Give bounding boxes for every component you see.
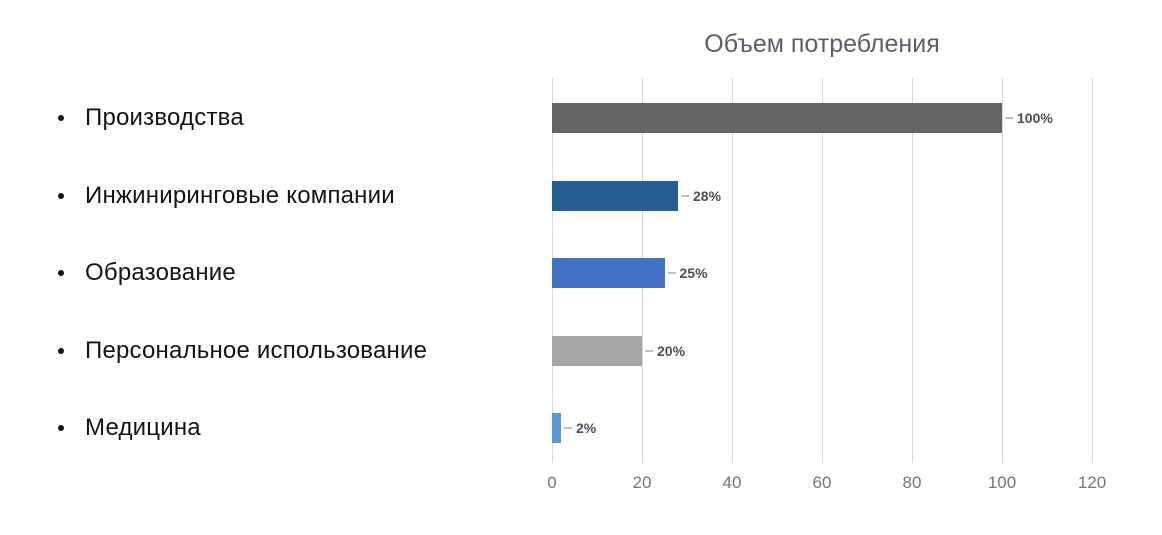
bullet-icon <box>58 425 64 431</box>
gridline <box>1092 78 1093 463</box>
x-tick-label: 0 <box>547 473 557 492</box>
bar-data-label: 25% <box>679 265 708 281</box>
list-item-label: Образование <box>85 259 236 286</box>
bar-chart-plot-area: 100% 28% 25% 20% 2% <box>552 78 1130 463</box>
list-item-label: Медицина <box>85 414 201 441</box>
bullet-icon <box>58 192 64 199</box>
list-item-label: Персональное использование <box>85 336 428 364</box>
x-tick-label: 40 <box>722 473 742 492</box>
x-tick-label: 60 <box>812 473 832 492</box>
list-item: Образование <box>58 258 236 288</box>
gridline <box>1002 78 1003 463</box>
bar <box>552 413 561 443</box>
list-item: Производства <box>58 103 244 133</box>
bar <box>552 180 678 211</box>
list-item-label: Производства <box>85 104 244 131</box>
leader-line <box>1005 117 1013 119</box>
bar <box>552 258 665 288</box>
leader-line <box>645 349 653 352</box>
bar-data-label: 20% <box>657 342 686 359</box>
bar <box>552 103 1002 133</box>
leader-line <box>564 427 572 429</box>
x-tick-label: 20 <box>632 473 652 492</box>
bar-data-label: 100% <box>1017 110 1053 126</box>
x-tick-label: 80 <box>902 473 922 492</box>
gridline <box>822 78 823 463</box>
bullet-icon <box>58 115 64 121</box>
leader-line <box>667 272 676 274</box>
list-item: Медицина <box>58 413 201 443</box>
x-tick-label: 100 <box>987 473 1017 492</box>
gridline <box>732 78 733 463</box>
list-item: Инжиниринговые компании <box>58 181 395 211</box>
bullet-icon <box>58 270 64 276</box>
chart-title: Объем потребления <box>704 30 940 58</box>
list-item-label: Инжиниринговые компании <box>85 181 395 209</box>
bar-data-label: 2% <box>576 420 597 436</box>
bar-data-label: 28% <box>693 187 722 204</box>
bullet-icon <box>58 347 64 354</box>
x-tick-label: 120 <box>1077 473 1107 492</box>
bar <box>552 335 642 366</box>
gridline <box>912 78 913 463</box>
leader-line <box>681 194 689 197</box>
list-item: Персональное использование <box>58 336 427 366</box>
